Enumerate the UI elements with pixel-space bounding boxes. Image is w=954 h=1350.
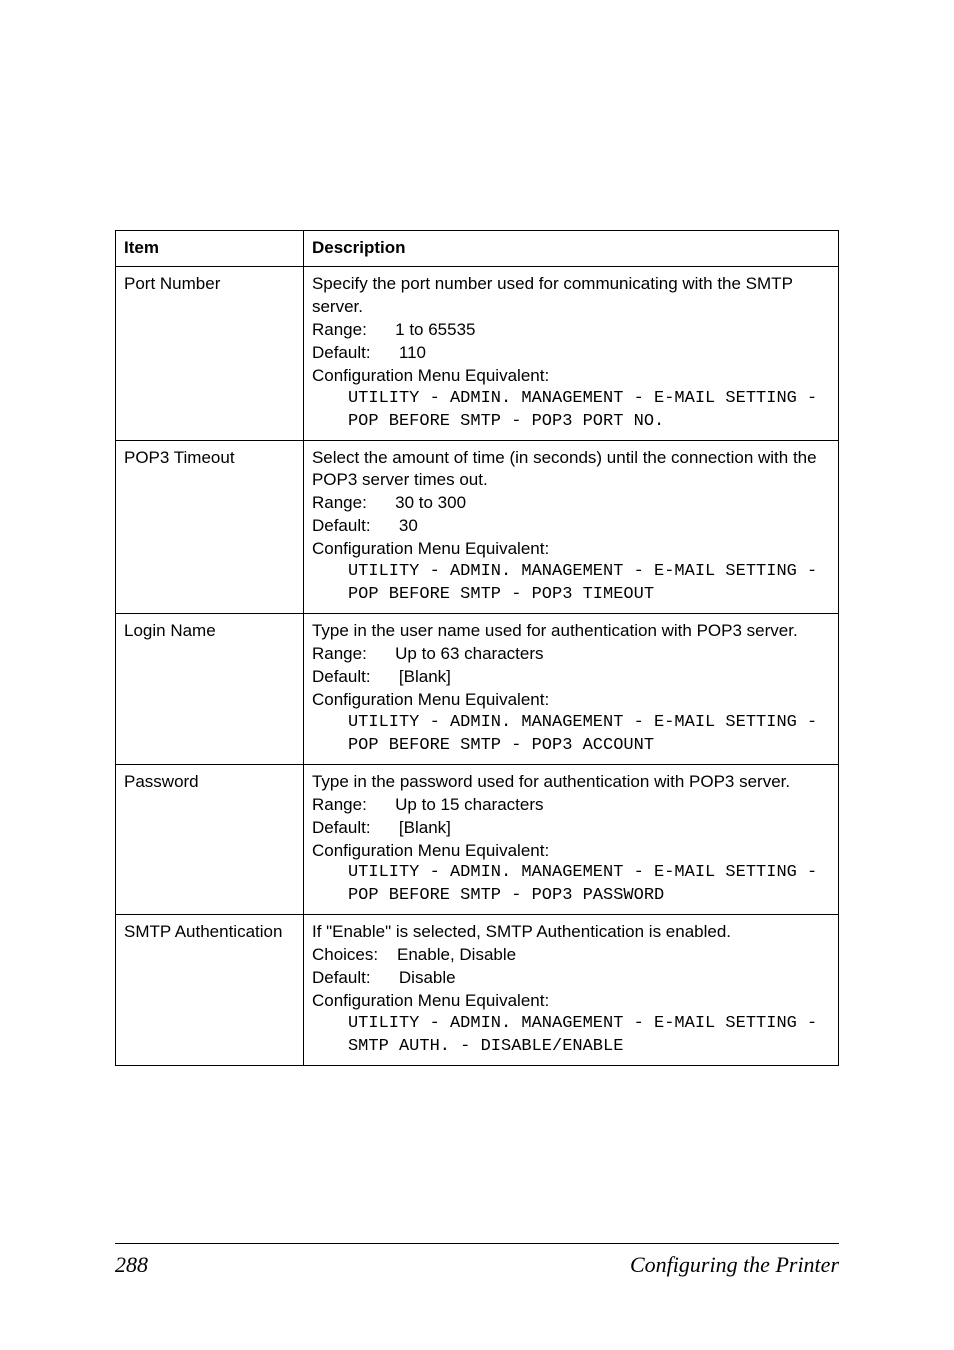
default-label: Default: bbox=[312, 516, 371, 535]
range-label: Range: bbox=[312, 795, 367, 814]
default-label: Default: bbox=[312, 343, 371, 362]
desc-intro: Type in the password used for authentica… bbox=[312, 772, 790, 791]
range-value: Up to 63 characters bbox=[395, 644, 543, 663]
table-row: Password Type in the password used for a… bbox=[116, 764, 839, 915]
cfg-value: UTILITY - ADMIN. MANAGEMENT - E-MAIL SET… bbox=[312, 1013, 830, 1059]
description-cell: Type in the user name used for authentic… bbox=[303, 614, 838, 765]
range-label: Range: bbox=[312, 644, 367, 663]
page-number: 288 bbox=[115, 1252, 148, 1278]
table-row: Login Name Type in the user name used fo… bbox=[116, 614, 839, 765]
cfg-label: Configuration Menu Equivalent: bbox=[312, 366, 549, 385]
cfg-label: Configuration Menu Equivalent: bbox=[312, 841, 549, 860]
item-cell: POP3 Timeout bbox=[116, 440, 304, 614]
description-cell: If "Enable" is selected, SMTP Authentica… bbox=[303, 915, 838, 1066]
cfg-value: UTILITY - ADMIN. MANAGEMENT - E-MAIL SET… bbox=[312, 862, 830, 908]
cfg-value: UTILITY - ADMIN. MANAGEMENT - E-MAIL SET… bbox=[312, 561, 830, 607]
item-cell: SMTP Authentication bbox=[116, 915, 304, 1066]
default-label: Default: bbox=[312, 968, 371, 987]
default-value: 110 bbox=[399, 343, 426, 362]
table-row: Port Number Specify the port number used… bbox=[116, 266, 839, 440]
desc-intro: If "Enable" is selected, SMTP Authentica… bbox=[312, 922, 731, 941]
page-footer: 288 Configuring the Printer bbox=[115, 1243, 839, 1278]
footer-title: Configuring the Printer bbox=[630, 1252, 839, 1278]
cfg-value: UTILITY - ADMIN. MANAGEMENT - E-MAIL SET… bbox=[312, 388, 830, 434]
default-value: [Blank] bbox=[399, 667, 451, 686]
description-cell: Type in the password used for authentica… bbox=[303, 764, 838, 915]
cfg-value: UTILITY - ADMIN. MANAGEMENT - E-MAIL SET… bbox=[312, 712, 830, 758]
item-cell: Password bbox=[116, 764, 304, 915]
range-label: Choices: bbox=[312, 945, 378, 964]
default-value: Disable bbox=[399, 968, 456, 987]
cfg-label: Configuration Menu Equivalent: bbox=[312, 690, 549, 709]
range-value: 30 to 300 bbox=[395, 493, 466, 512]
range-value: Enable, Disable bbox=[397, 945, 516, 964]
header-description: Description bbox=[303, 231, 838, 267]
default-value: 30 bbox=[399, 516, 418, 535]
table-row: SMTP Authentication If "Enable" is selec… bbox=[116, 915, 839, 1066]
table-header-row: Item Description bbox=[116, 231, 839, 267]
item-cell: Login Name bbox=[116, 614, 304, 765]
cfg-label: Configuration Menu Equivalent: bbox=[312, 539, 549, 558]
default-label: Default: bbox=[312, 818, 371, 837]
range-label: Range: bbox=[312, 493, 367, 512]
range-value: Up to 15 characters bbox=[395, 795, 543, 814]
item-cell: Port Number bbox=[116, 266, 304, 440]
header-item: Item bbox=[116, 231, 304, 267]
description-cell: Specify the port number used for communi… bbox=[303, 266, 838, 440]
config-table: Item Description Port Number Specify the… bbox=[115, 230, 839, 1066]
page-container: Item Description Port Number Specify the… bbox=[0, 0, 954, 1350]
range-value: 1 to 65535 bbox=[395, 320, 475, 339]
table-row: POP3 Timeout Select the amount of time (… bbox=[116, 440, 839, 614]
cfg-label: Configuration Menu Equivalent: bbox=[312, 991, 549, 1010]
default-label: Default: bbox=[312, 667, 371, 686]
desc-intro: Specify the port number used for communi… bbox=[312, 274, 793, 316]
description-cell: Select the amount of time (in seconds) u… bbox=[303, 440, 838, 614]
default-value: [Blank] bbox=[399, 818, 451, 837]
desc-intro: Select the amount of time (in seconds) u… bbox=[312, 448, 817, 490]
range-label: Range: bbox=[312, 320, 367, 339]
desc-intro: Type in the user name used for authentic… bbox=[312, 621, 798, 640]
